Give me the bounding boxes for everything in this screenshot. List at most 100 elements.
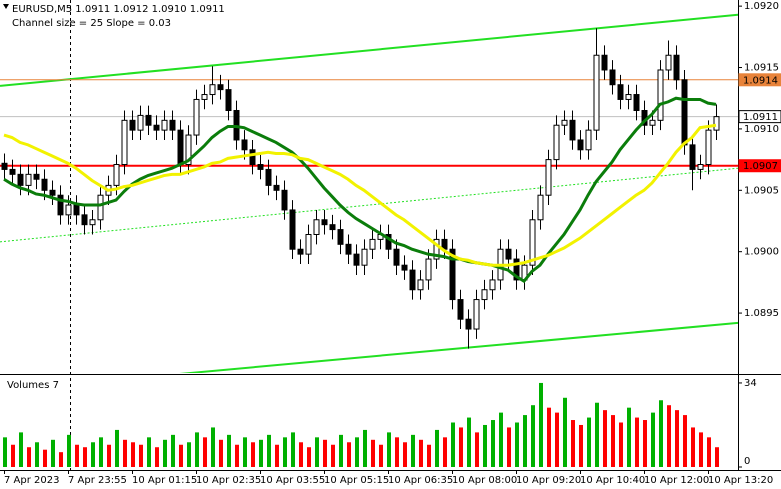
x-tick-label: 10 Apr 01:15: [132, 475, 197, 486]
candle-body: [537, 194, 544, 221]
volume-bar: [579, 424, 583, 467]
volume-bar: [371, 439, 375, 467]
volume-bar: [91, 442, 95, 467]
volume-bar: [51, 439, 55, 467]
chart-title: EURUSD,M5 1.0911 1.0912 1.0910 1.0911: [12, 4, 225, 15]
candle-body: [345, 243, 352, 255]
volume-bar: [643, 420, 647, 467]
volume-bar: [435, 429, 439, 467]
volume-bar: [67, 434, 71, 467]
volume-bar: [587, 417, 591, 467]
volume-bar: [43, 449, 47, 467]
candle-body: [321, 219, 328, 226]
candle-body: [209, 84, 216, 96]
volume-bar: [651, 412, 655, 467]
volume-bar: [635, 417, 639, 467]
y-tick-label: 34: [744, 378, 757, 389]
y-tick-label: 1.0900: [744, 247, 779, 258]
candle-body: [289, 209, 296, 250]
volume-bar: [563, 397, 567, 467]
x-tick-label: 10 Apr 02:35: [196, 475, 261, 486]
volume-bar: [699, 432, 703, 467]
candle-body: [201, 94, 208, 100]
candle-body: [49, 189, 56, 196]
candle-body: [337, 229, 344, 245]
volume-bar: [187, 442, 191, 467]
volume-bar: [443, 437, 447, 467]
symbol-icon: [3, 4, 9, 9]
candle-body: [513, 258, 520, 281]
candle-body: [617, 84, 624, 100]
volume-bar: [235, 444, 239, 467]
volume-bar: [315, 437, 319, 467]
candle-body: [369, 238, 376, 250]
volume-bar: [123, 439, 127, 467]
x-tick-label: 10 Apr 10:40: [580, 475, 645, 486]
candle-body: [505, 248, 512, 260]
volume-bar: [499, 412, 503, 467]
volume-bar: [267, 434, 271, 467]
volume-bar: [603, 410, 607, 467]
volume-bar: [243, 437, 247, 467]
volume-bar: [715, 447, 719, 467]
y-tick-label: 1.0920: [744, 1, 779, 12]
volume-bar: [147, 437, 151, 467]
candle-body: [257, 164, 264, 170]
volume-bar: [571, 420, 575, 467]
candle-body: [161, 119, 168, 131]
candle-body: [697, 164, 704, 170]
candle-body: [129, 119, 136, 131]
volume-bar: [227, 434, 231, 467]
candle-body: [17, 173, 24, 186]
volume-bar: [163, 439, 167, 467]
candle-body: [273, 184, 280, 191]
volume-title: Volumes 7: [7, 380, 59, 391]
candle-body: [137, 114, 144, 131]
channel-lower: [179, 321, 738, 373]
volume-bar: [35, 442, 39, 467]
volume-bar: [659, 400, 663, 467]
candle-body: [633, 94, 640, 111]
candle-body: [361, 248, 368, 266]
price-label: 1.0907: [743, 161, 778, 172]
candle-body: [553, 124, 560, 161]
candle-body: [113, 164, 120, 186]
candle-body: [81, 214, 88, 226]
candle-body: [97, 194, 104, 221]
volume-bar: [411, 434, 415, 467]
volume-bar: [547, 407, 551, 467]
volume-bar: [331, 444, 335, 467]
candle-body: [73, 204, 80, 216]
candle-body: [705, 129, 712, 166]
candle-body: [169, 119, 176, 131]
x-tick-label: 10 Apr 06:35: [388, 475, 453, 486]
candle-body: [241, 139, 248, 151]
channel-upper: [0, 13, 738, 87]
volume-bar: [179, 444, 183, 467]
volume-bar: [323, 439, 327, 467]
volume-bar: [11, 444, 15, 467]
volume-bar: [355, 437, 359, 467]
volume-bar: [219, 439, 223, 467]
volume-bar: [299, 442, 303, 467]
volume-bar: [155, 447, 159, 467]
volume-bar: [75, 444, 79, 467]
candle-body: [577, 139, 584, 151]
candle-body: [481, 289, 488, 301]
price-label: 1.0911: [743, 112, 778, 123]
volume-bar: [675, 410, 679, 467]
volume-bar: [475, 432, 479, 467]
y-tick-label: 1.0915: [744, 63, 779, 74]
candle-body: [353, 253, 360, 266]
y-tick-label: 0: [744, 456, 750, 467]
candle-body: [713, 116, 720, 131]
y-tick-label: 1.0895: [744, 308, 779, 319]
volume-bar: [307, 447, 311, 467]
candle-body: [305, 233, 312, 255]
price-label-box: [738, 110, 781, 124]
volume-bar: [291, 432, 295, 467]
volume-bar: [691, 427, 695, 467]
candle-body: [657, 69, 664, 121]
volume-bar: [283, 437, 287, 467]
price-label-box: [738, 159, 781, 173]
